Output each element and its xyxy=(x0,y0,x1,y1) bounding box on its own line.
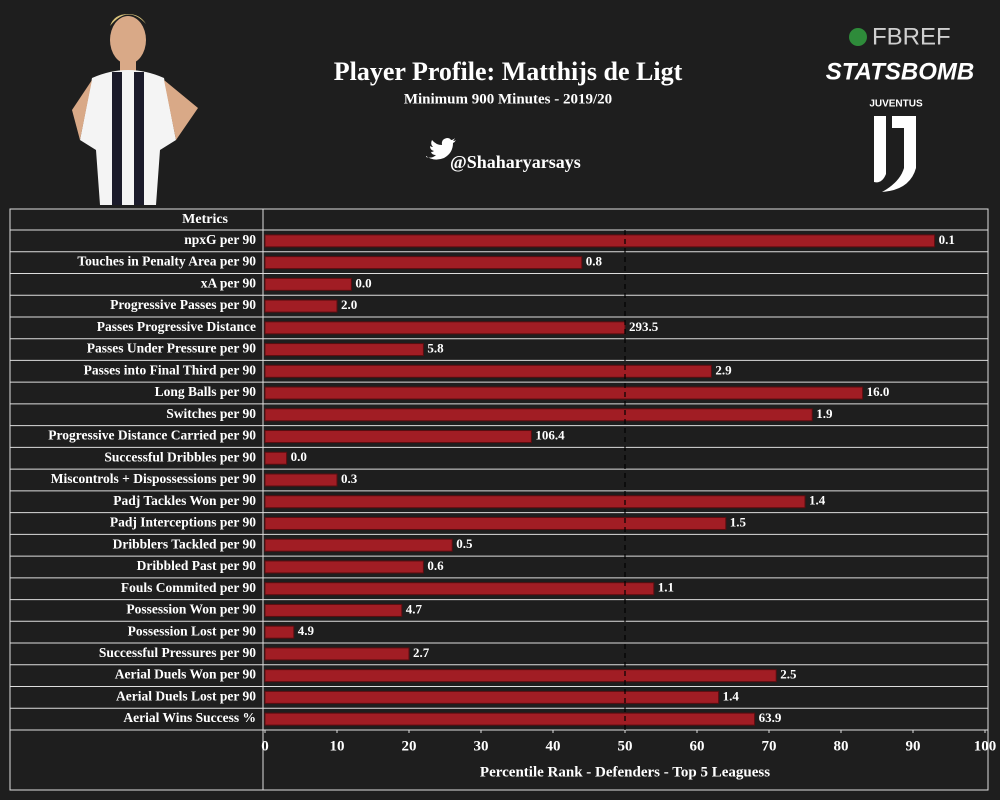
raw-stat-label: 0.0 xyxy=(291,449,307,464)
x-tick-label: 10 xyxy=(330,738,345,754)
raw-stat-label: 2.0 xyxy=(341,297,357,312)
bar xyxy=(264,560,424,574)
bar xyxy=(264,473,338,487)
row-label: Progressive Distance Carried per 90 xyxy=(48,428,256,443)
x-tick-label: 30 xyxy=(474,738,489,754)
bar xyxy=(264,343,424,357)
bar xyxy=(264,690,720,704)
row-label: Miscontrols + Dispossessions per 90 xyxy=(51,471,256,486)
bar xyxy=(264,625,295,639)
row-label: Aerial Wins Success % xyxy=(123,710,256,725)
x-tick-label: 100 xyxy=(974,738,997,754)
row-label: Possession Lost per 90 xyxy=(128,623,257,638)
bar xyxy=(264,321,626,335)
x-tick-label: 80 xyxy=(834,738,849,754)
bar xyxy=(264,256,583,270)
raw-stat-label: 1.9 xyxy=(816,406,833,421)
raw-stat-label: 293.5 xyxy=(629,319,659,334)
row-label: npxG per 90 xyxy=(184,232,256,247)
row-label: Passes into Final Third per 90 xyxy=(84,362,257,377)
club-logo xyxy=(874,116,916,192)
player-photo xyxy=(72,14,198,205)
column-header: Metrics xyxy=(182,212,228,227)
x-tick-label: 40 xyxy=(546,738,561,754)
raw-stat-label: 2.9 xyxy=(715,362,732,377)
raw-stat-label: 5.8 xyxy=(427,341,444,356)
table-frame xyxy=(9,208,989,791)
row-label: Aerial Duels Won per 90 xyxy=(115,667,257,682)
raw-stat-label: 2.5 xyxy=(780,667,797,682)
fbref-icon xyxy=(849,28,867,46)
raw-stat-label: 106.4 xyxy=(535,428,565,443)
chart-subtitle: Minimum 900 Minutes - 2019/20 xyxy=(404,91,612,107)
raw-stat-label: 0.6 xyxy=(427,558,444,573)
bar xyxy=(264,538,453,552)
raw-stat-label: 16.0 xyxy=(867,384,890,399)
raw-stat-label: 2.7 xyxy=(413,645,430,660)
row-label: Fouls Commited per 90 xyxy=(121,580,256,595)
handle: @Shaharyarsays xyxy=(450,152,581,172)
bar xyxy=(264,582,655,596)
bar xyxy=(264,495,806,509)
x-tick-label: 60 xyxy=(690,738,705,754)
x-tick-label: 20 xyxy=(402,738,417,754)
bar xyxy=(264,386,864,400)
bar xyxy=(264,669,777,683)
raw-stat-label: 0.8 xyxy=(586,254,603,269)
row-label: Switches per 90 xyxy=(166,406,256,421)
row-label: Long Balls per 90 xyxy=(155,384,257,399)
raw-stat-label: 0.1 xyxy=(939,232,955,247)
bar xyxy=(264,364,712,378)
bar xyxy=(264,603,403,617)
raw-stat-label: 1.4 xyxy=(809,493,826,508)
x-tick-label: 90 xyxy=(906,738,921,754)
raw-stat-label: 4.9 xyxy=(298,623,315,638)
chart-title: Player Profile: Matthijs de Ligt xyxy=(334,57,683,86)
fbref-logo: FBREF xyxy=(872,23,951,50)
row-label: Successful Pressures per 90 xyxy=(99,645,256,660)
bar xyxy=(264,299,338,313)
bar xyxy=(264,234,936,248)
bar xyxy=(264,277,352,291)
row-label: Touches in Penalty Area per 90 xyxy=(77,254,256,269)
row-label: xA per 90 xyxy=(201,275,257,290)
bar xyxy=(264,408,813,422)
row-label: Passes Progressive Distance xyxy=(97,319,256,334)
raw-stat-label: 1.4 xyxy=(723,688,740,703)
row-label: Progressive Passes per 90 xyxy=(110,297,256,312)
row-label: Dribbled Past per 90 xyxy=(137,558,257,573)
club-logo-text: JUVENTUS xyxy=(869,99,923,110)
row-label: Possession Won per 90 xyxy=(126,602,256,617)
bar xyxy=(264,430,532,444)
row-label: Dribblers Tackled per 90 xyxy=(113,536,257,551)
twitter-icon xyxy=(426,138,456,160)
row-label: Padj Interceptions per 90 xyxy=(110,515,256,530)
raw-stat-label: 63.9 xyxy=(759,710,782,725)
raw-stat-label: 0.0 xyxy=(355,275,371,290)
raw-stat-label: 0.3 xyxy=(341,471,358,486)
bar xyxy=(264,516,727,530)
bar xyxy=(264,451,288,465)
row-label: Passes Under Pressure per 90 xyxy=(87,341,256,356)
row-label: Padj Tackles Won per 90 xyxy=(113,493,256,508)
raw-stat-label: 0.5 xyxy=(456,536,473,551)
bar xyxy=(264,712,756,726)
raw-stat-label: 1.1 xyxy=(658,580,674,595)
statsbomb-logo: STATSBOMB xyxy=(826,58,974,85)
row-label: Aerial Duels Lost per 90 xyxy=(116,688,256,703)
x-tick-label: 50 xyxy=(618,738,633,754)
x-tick-label: 0 xyxy=(261,738,269,754)
x-tick-label: 70 xyxy=(762,738,777,754)
bar xyxy=(264,647,410,661)
raw-stat-label: 4.7 xyxy=(406,601,423,616)
row-label: Successful Dribbles per 90 xyxy=(104,449,256,464)
raw-stat-label: 1.5 xyxy=(730,514,747,529)
x-axis-label: Percentile Rank - Defenders - Top 5 Leag… xyxy=(480,764,770,780)
